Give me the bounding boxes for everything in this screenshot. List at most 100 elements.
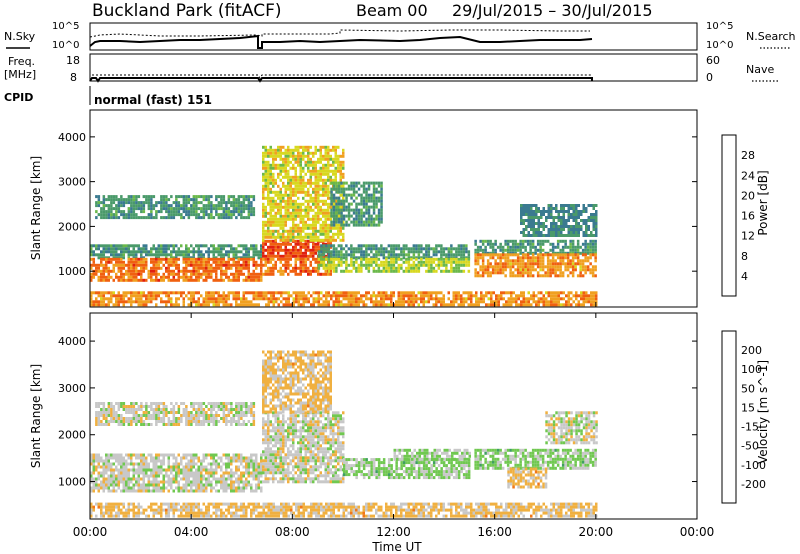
data-cell — [205, 483, 208, 487]
data-cell — [267, 211, 270, 215]
data-cell — [157, 201, 161, 205]
data-cell — [302, 196, 305, 200]
data-cell — [252, 257, 255, 261]
data-cell — [337, 232, 340, 236]
data-cell — [562, 213, 565, 216]
data-cell — [319, 238, 322, 242]
data-cell — [235, 297, 238, 301]
data-cell — [427, 260, 431, 264]
data-cell — [302, 184, 305, 188]
data-cell — [95, 480, 98, 484]
data-cell — [122, 256, 125, 260]
data-cell — [294, 157, 297, 161]
data-cell — [270, 291, 273, 295]
data-cell — [489, 265, 492, 269]
data-cell — [230, 216, 233, 220]
data-cell — [325, 291, 328, 295]
data-cell — [262, 166, 265, 170]
data-cell — [289, 148, 292, 152]
data-cell — [122, 204, 126, 208]
data-cell — [287, 172, 290, 176]
data-cell — [532, 300, 535, 304]
data-cell — [162, 468, 165, 472]
data-cell — [575, 294, 578, 298]
data-cell — [172, 201, 176, 205]
data-cell — [262, 172, 265, 176]
data-cell — [327, 291, 330, 295]
data-cell — [542, 225, 545, 228]
data-cell — [385, 260, 388, 264]
data-cell — [529, 239, 532, 243]
data-cell — [192, 465, 195, 469]
data-cell — [264, 151, 267, 155]
data-cell — [292, 269, 295, 273]
data-cell — [200, 207, 203, 211]
data-cell — [362, 199, 366, 203]
data-cell — [367, 187, 371, 191]
data-cell — [130, 489, 133, 493]
data-cell — [322, 260, 326, 264]
data-cell — [287, 178, 290, 182]
data-cell — [322, 238, 325, 242]
data-cell — [587, 294, 590, 298]
data-cell — [297, 226, 300, 230]
data-cell — [132, 291, 135, 295]
data-cell — [279, 254, 282, 258]
data-cell — [117, 474, 120, 478]
data-cell — [339, 229, 342, 233]
data-cell — [322, 266, 326, 270]
data-cell — [365, 181, 368, 185]
data-cell — [145, 250, 148, 254]
data-cell — [257, 263, 260, 267]
data-cell — [372, 190, 376, 194]
data-cell — [546, 271, 550, 275]
data-cell — [177, 489, 180, 493]
data-cell — [595, 222, 598, 225]
data-cell — [342, 303, 345, 307]
data-cell — [332, 257, 336, 261]
data-cell — [287, 297, 290, 301]
data-cell — [519, 274, 522, 278]
data-cell — [532, 234, 535, 237]
data-cell — [105, 483, 108, 487]
data-cell — [207, 260, 210, 264]
data-cell — [307, 190, 310, 194]
data-cell — [125, 263, 128, 267]
data-cell — [130, 278, 133, 282]
data-cell — [345, 220, 348, 224]
data-cell — [579, 265, 582, 269]
data-cell — [217, 213, 221, 217]
data-cell — [589, 271, 592, 275]
data-cell — [155, 269, 158, 273]
data-cell — [105, 477, 108, 481]
data-cell — [360, 196, 363, 200]
data-cell — [330, 297, 333, 301]
data-cell — [437, 300, 440, 304]
data-cell — [274, 154, 277, 158]
data-cell — [307, 160, 310, 164]
data-cell — [237, 210, 241, 214]
data-cell — [561, 248, 565, 252]
data-cell — [192, 471, 195, 475]
data-cell — [551, 262, 555, 266]
data-cell — [152, 483, 155, 487]
data-cell — [135, 213, 138, 217]
data-cell — [227, 244, 230, 248]
data-cell — [509, 239, 512, 243]
data-cell — [95, 459, 98, 463]
data-cell — [526, 271, 530, 275]
data-cell — [264, 178, 267, 182]
data-cell — [592, 297, 595, 301]
data-cell — [160, 210, 163, 214]
data-cell — [200, 195, 203, 199]
data-cell — [232, 250, 235, 254]
data-cell — [367, 297, 370, 301]
data-cell — [115, 244, 118, 248]
data-cell — [425, 244, 428, 248]
data-cell — [210, 266, 213, 270]
data-cell — [205, 244, 208, 248]
data-cell — [337, 220, 341, 224]
data-cell — [230, 272, 233, 276]
data-cell — [367, 208, 371, 212]
